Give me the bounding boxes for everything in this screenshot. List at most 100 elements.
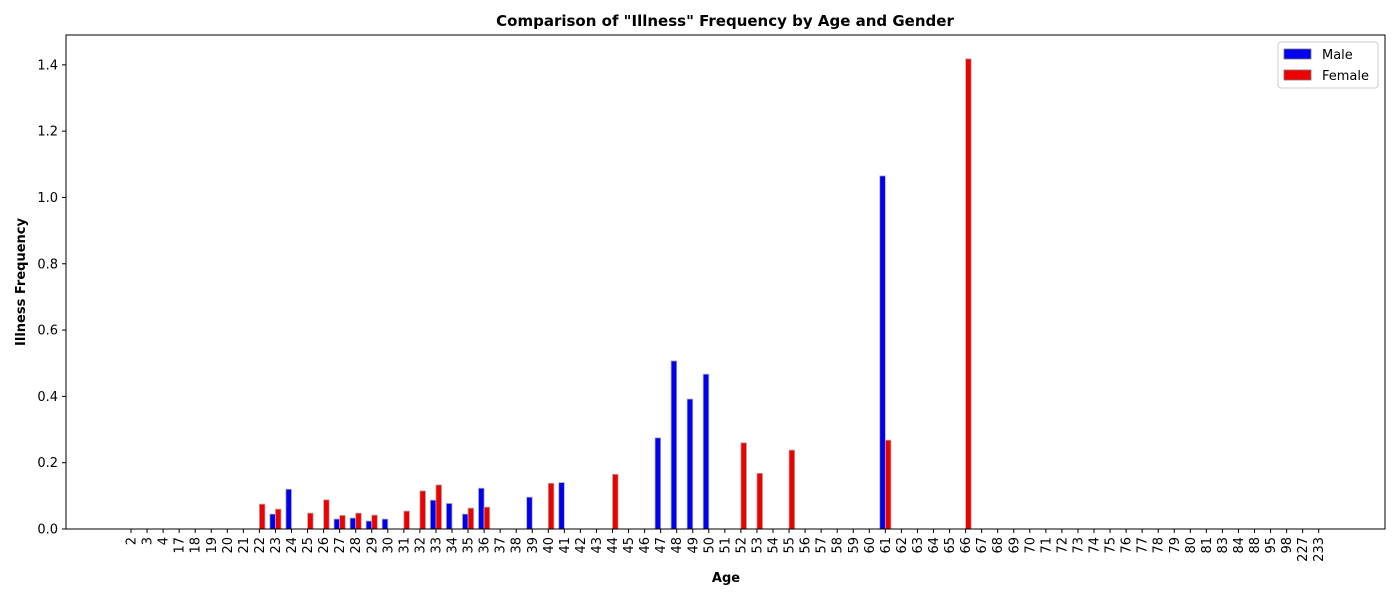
- bar-male-41: [558, 482, 565, 530]
- x-tick-label: 4: [157, 537, 172, 545]
- bar-female-35: [467, 507, 475, 530]
- x-tick-label: 76: [1120, 537, 1135, 554]
- x-tick-label: 80: [1184, 537, 1199, 554]
- x-axis-title: Age: [712, 571, 740, 586]
- x-tick-label: 73: [1071, 537, 1086, 554]
- x-tick-label: 68: [991, 537, 1006, 554]
- bar-male-23: [269, 513, 276, 530]
- x-tick-label: 95: [1264, 537, 1279, 554]
- bar-female-32: [419, 490, 426, 530]
- x-tick-label: 23: [269, 537, 284, 554]
- y-tick-label: 1.0: [37, 191, 58, 206]
- y-tick-label: 0.2: [37, 456, 58, 471]
- x-tick-label: 54: [767, 537, 782, 554]
- x-tick-label: 64: [927, 537, 942, 554]
- x-tick-label: 22: [253, 537, 268, 554]
- x-tick-label: 21: [237, 537, 252, 554]
- bar-female-66: [965, 58, 972, 530]
- x-tick-label: 38: [510, 537, 525, 554]
- x-tick-label: 19: [205, 537, 220, 554]
- x-tick-label: 43: [590, 537, 605, 554]
- y-tick-label: 0.8: [37, 257, 58, 272]
- x-tick-label: 33: [429, 537, 444, 554]
- bar-male-27: [333, 518, 341, 530]
- bar-female-22: [258, 503, 266, 530]
- bar-male-30: [381, 518, 389, 530]
- x-tick-label: 28: [349, 537, 364, 554]
- bar-male-28: [349, 517, 357, 530]
- x-tick-label: 48: [670, 537, 685, 554]
- bar-female-33: [435, 484, 442, 530]
- x-tick-label: 25: [301, 537, 316, 554]
- x-tick-label: 53: [750, 537, 765, 554]
- x-tick-label: 17: [173, 537, 188, 554]
- x-tick-label: 58: [831, 537, 846, 554]
- x-axis: 2 3 4 17 18 19 20 21 22 23 24 25 26 27 28 29 30 31 32 33 34 3…: [125, 529, 1327, 562]
- bar-male-35: [462, 513, 469, 530]
- x-tick-label: 2: [125, 537, 140, 545]
- y-tick-label: 0.4: [37, 390, 58, 405]
- bar-male-29: [365, 520, 373, 530]
- x-tick-label: 88: [1248, 537, 1263, 554]
- x-tick-label: 77: [1136, 537, 1151, 554]
- bars-layer: [258, 58, 972, 530]
- x-tick-label: 27: [333, 537, 348, 554]
- x-tick-label: 57: [815, 537, 830, 554]
- x-tick-label: 60: [863, 537, 878, 554]
- x-tick-label: 72: [1055, 537, 1070, 554]
- y-tick-label: 1.2: [37, 125, 58, 140]
- x-tick-label: 56: [799, 537, 814, 554]
- x-tick-label: 45: [622, 537, 637, 554]
- legend-swatch-female: [1283, 69, 1312, 81]
- x-tick-label: 70: [1023, 537, 1038, 554]
- bar-female-23: [275, 508, 282, 530]
- bar-male-24: [285, 488, 292, 530]
- x-tick-label: 52: [734, 537, 749, 554]
- legend: Male Female: [1277, 41, 1379, 89]
- bar-male-33: [429, 499, 437, 530]
- x-tick-label: 31: [397, 537, 412, 554]
- x-tick-label: 20: [221, 537, 236, 554]
- bar-female-28: [355, 512, 362, 530]
- bar-female-26: [323, 499, 330, 530]
- y-axis-title: Illness Frequency: [14, 218, 29, 346]
- bar-female-52: [740, 442, 747, 530]
- bar-male-49: [686, 398, 694, 530]
- bar-male-39: [526, 496, 533, 530]
- x-tick-label: 44: [606, 537, 621, 554]
- legend-label-male: Male: [1322, 48, 1353, 63]
- bar-female-55: [788, 449, 796, 530]
- x-tick-label: 36: [478, 537, 493, 554]
- bar-female-53: [756, 472, 763, 530]
- x-tick-label: 74: [1088, 537, 1103, 554]
- y-tick-label: 0.0: [37, 523, 58, 538]
- legend-swatch-male: [1283, 48, 1312, 60]
- x-tick-label: 79: [1168, 537, 1183, 554]
- bar-female-40: [547, 482, 555, 530]
- x-tick-label: 3: [141, 537, 156, 545]
- x-tick-label: 55: [783, 537, 798, 554]
- bar-female-44: [612, 473, 619, 530]
- x-tick-label: 78: [1152, 537, 1167, 554]
- x-tick-label: 26: [317, 537, 332, 554]
- x-tick-label: 29: [365, 537, 380, 554]
- x-tick-label: 49: [686, 537, 701, 554]
- x-tick-label: 35: [462, 537, 477, 554]
- bar-female-25: [307, 512, 314, 530]
- x-tick-label: 65: [943, 537, 958, 554]
- y-axis: 0.0 0.2 0.4 0.6 0.8 1.0 1.2 1.4: [37, 58, 66, 538]
- bar-male-47: [654, 437, 662, 530]
- bar-male-34: [445, 503, 453, 530]
- bar-male-61: [879, 175, 886, 530]
- x-tick-label: 37: [494, 537, 509, 554]
- x-tick-label: 98: [1280, 537, 1295, 554]
- x-tick-label: 81: [1200, 537, 1215, 554]
- bar-female-27: [339, 515, 346, 530]
- bar-male-36: [478, 487, 485, 530]
- x-tick-label: 42: [574, 537, 589, 554]
- bar-male-50: [702, 373, 710, 530]
- x-tick-label: 84: [1232, 537, 1247, 554]
- x-tick-label: 30: [381, 537, 396, 554]
- x-tick-label: 40: [542, 537, 557, 554]
